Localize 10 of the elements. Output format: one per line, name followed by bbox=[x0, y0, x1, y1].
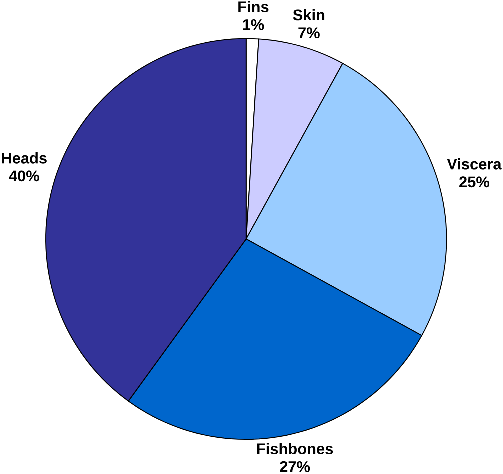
data-label: 1% bbox=[243, 20, 264, 31]
slice-label: Fins bbox=[238, 1, 269, 13]
slice-label: Heads bbox=[2, 152, 47, 164]
slice-label: Skin bbox=[293, 10, 325, 21]
slice-label: Viscera bbox=[447, 158, 502, 170]
data-label: 25% bbox=[460, 176, 490, 188]
data-label: 7% bbox=[298, 28, 320, 39]
data-label: 40% bbox=[9, 170, 40, 182]
data-label: 27% bbox=[280, 462, 310, 473]
slice-label: Fishbones bbox=[257, 443, 334, 455]
